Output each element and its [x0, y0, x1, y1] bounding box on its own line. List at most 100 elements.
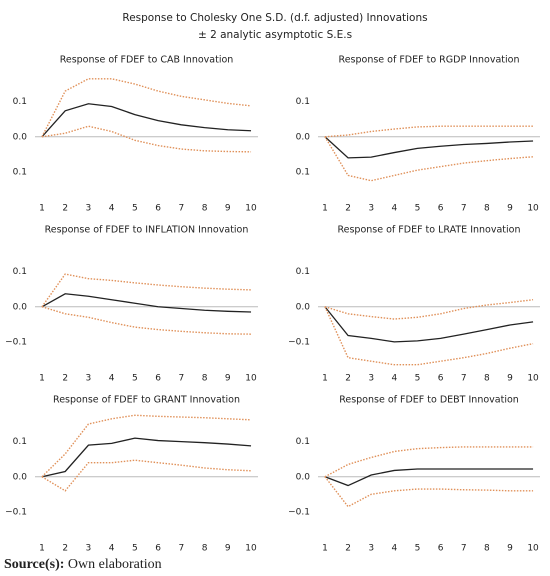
x-tick-label: 1: [322, 374, 328, 384]
x-tick-label: 4: [391, 544, 397, 554]
x-tick-label: 2: [62, 204, 68, 214]
x-tick-label: 2: [62, 374, 68, 384]
y-tick-label: 0.0: [296, 302, 311, 312]
y-tick-label: 0.0: [13, 472, 28, 482]
x-tick-label: 7: [178, 544, 184, 554]
x-tick-label: 1: [39, 374, 45, 384]
x-tick-label: 9: [225, 204, 231, 214]
x-tick-label: 3: [368, 204, 374, 214]
x-tick-label: 6: [438, 204, 444, 214]
source-note: Source(s): Own elaboration: [4, 557, 162, 572]
x-tick-label: 7: [461, 374, 467, 384]
y-tick-label: −0.1: [288, 337, 310, 347]
x-tick-label: 3: [86, 374, 92, 384]
x-tick-label: 2: [345, 204, 351, 214]
series-line: [324, 468, 534, 487]
x-tick-label: 4: [109, 544, 115, 554]
x-tick-label: 6: [438, 374, 444, 384]
x-tick-label: 4: [391, 374, 397, 384]
x-tick-label: 5: [415, 374, 421, 384]
series-line: [41, 459, 252, 492]
series-line: [324, 136, 534, 182]
x-tick-label: 9: [507, 374, 513, 384]
x-tick-label: 10: [527, 544, 539, 554]
x-tick-label: 10: [527, 204, 539, 214]
y-tick-label: 0.0: [13, 302, 28, 312]
y-tick-label: 0.1: [296, 167, 310, 177]
y-tick-label: 0.1: [296, 267, 310, 277]
y-tick-label: 0.0: [296, 132, 311, 142]
x-tick-label: 10: [245, 374, 257, 384]
x-tick-label: 2: [345, 374, 351, 384]
series-line: [324, 306, 534, 343]
y-tick-label: 0.1: [13, 267, 27, 277]
x-tick-label: 8: [484, 204, 490, 214]
y-tick-label: 0.1: [13, 97, 27, 107]
x-tick-label: 8: [484, 544, 490, 554]
x-tick-label: 1: [322, 204, 328, 214]
y-tick-label: 0.0: [13, 132, 28, 142]
x-tick-label: 7: [461, 204, 467, 214]
series-line: [41, 437, 252, 478]
series-line: [41, 125, 252, 153]
series-line: [324, 306, 534, 366]
x-tick-label: 5: [415, 544, 421, 554]
x-tick-label: 2: [345, 544, 351, 554]
y-tick-label: 0.1: [13, 167, 27, 177]
x-tick-label: 10: [245, 204, 257, 214]
x-tick-label: 4: [391, 204, 397, 214]
x-tick-label: 5: [132, 544, 138, 554]
x-tick-label: 8: [202, 204, 208, 214]
source-text: Own elaboration: [68, 557, 162, 572]
series-line: [324, 125, 534, 138]
x-tick-label: 6: [155, 544, 161, 554]
x-tick-label: 3: [86, 544, 92, 554]
x-tick-label: 7: [178, 374, 184, 384]
y-tick-label: −0.1: [288, 507, 310, 517]
panel-title: Response of FDEF to LRATE Innovation: [337, 225, 520, 236]
x-tick-label: 7: [178, 204, 184, 214]
panel-title: Response of FDEF to GRANT Innovation: [53, 395, 240, 406]
panel-title: Response of FDEF to RGDP Innovation: [339, 55, 520, 66]
series-line: [324, 299, 534, 320]
series-line: [41, 306, 252, 335]
x-tick-label: 7: [461, 544, 467, 554]
series-line: [41, 78, 252, 138]
series-line: [324, 136, 534, 159]
y-tick-label: 0.0: [296, 472, 311, 482]
x-tick-label: 3: [368, 544, 374, 554]
source-label: Source(s):: [4, 557, 64, 572]
x-tick-label: 4: [109, 204, 115, 214]
chart-title: Response to Cholesky One S.D. (d.f. adju…: [122, 12, 427, 24]
x-tick-label: 6: [155, 374, 161, 384]
x-tick-label: 5: [132, 374, 138, 384]
x-tick-label: 5: [415, 204, 421, 214]
series-line: [41, 414, 252, 478]
x-tick-label: 6: [155, 204, 161, 214]
y-tick-label: 0.1: [296, 437, 310, 447]
x-tick-label: 8: [202, 544, 208, 554]
x-tick-label: 8: [202, 374, 208, 384]
series-line: [41, 293, 252, 313]
x-tick-label: 8: [484, 374, 490, 384]
x-tick-label: 4: [109, 374, 115, 384]
series-line: [41, 273, 252, 308]
x-tick-label: 10: [527, 374, 539, 384]
x-tick-label: 6: [438, 544, 444, 554]
panel-title: Response of FDEF to CAB Innovation: [60, 55, 234, 66]
series-line: [324, 446, 534, 478]
x-tick-label: 3: [368, 374, 374, 384]
panel-title: Response of FDEF to DEBT Innovation: [339, 395, 519, 406]
y-tick-label: −0.1: [5, 507, 27, 517]
y-tick-label: 0.1: [13, 437, 27, 447]
x-tick-label: 9: [225, 544, 231, 554]
x-tick-label: 9: [225, 374, 231, 384]
chart-subtitle: ± 2 analytic asymptotic S.E.s: [198, 29, 352, 41]
y-tick-label: 0.1: [296, 97, 310, 107]
x-tick-label: 9: [507, 204, 513, 214]
y-tick-label: −0.1: [5, 337, 27, 347]
x-tick-label: 1: [39, 204, 45, 214]
x-tick-label: 9: [507, 544, 513, 554]
x-tick-label: 10: [245, 544, 257, 554]
